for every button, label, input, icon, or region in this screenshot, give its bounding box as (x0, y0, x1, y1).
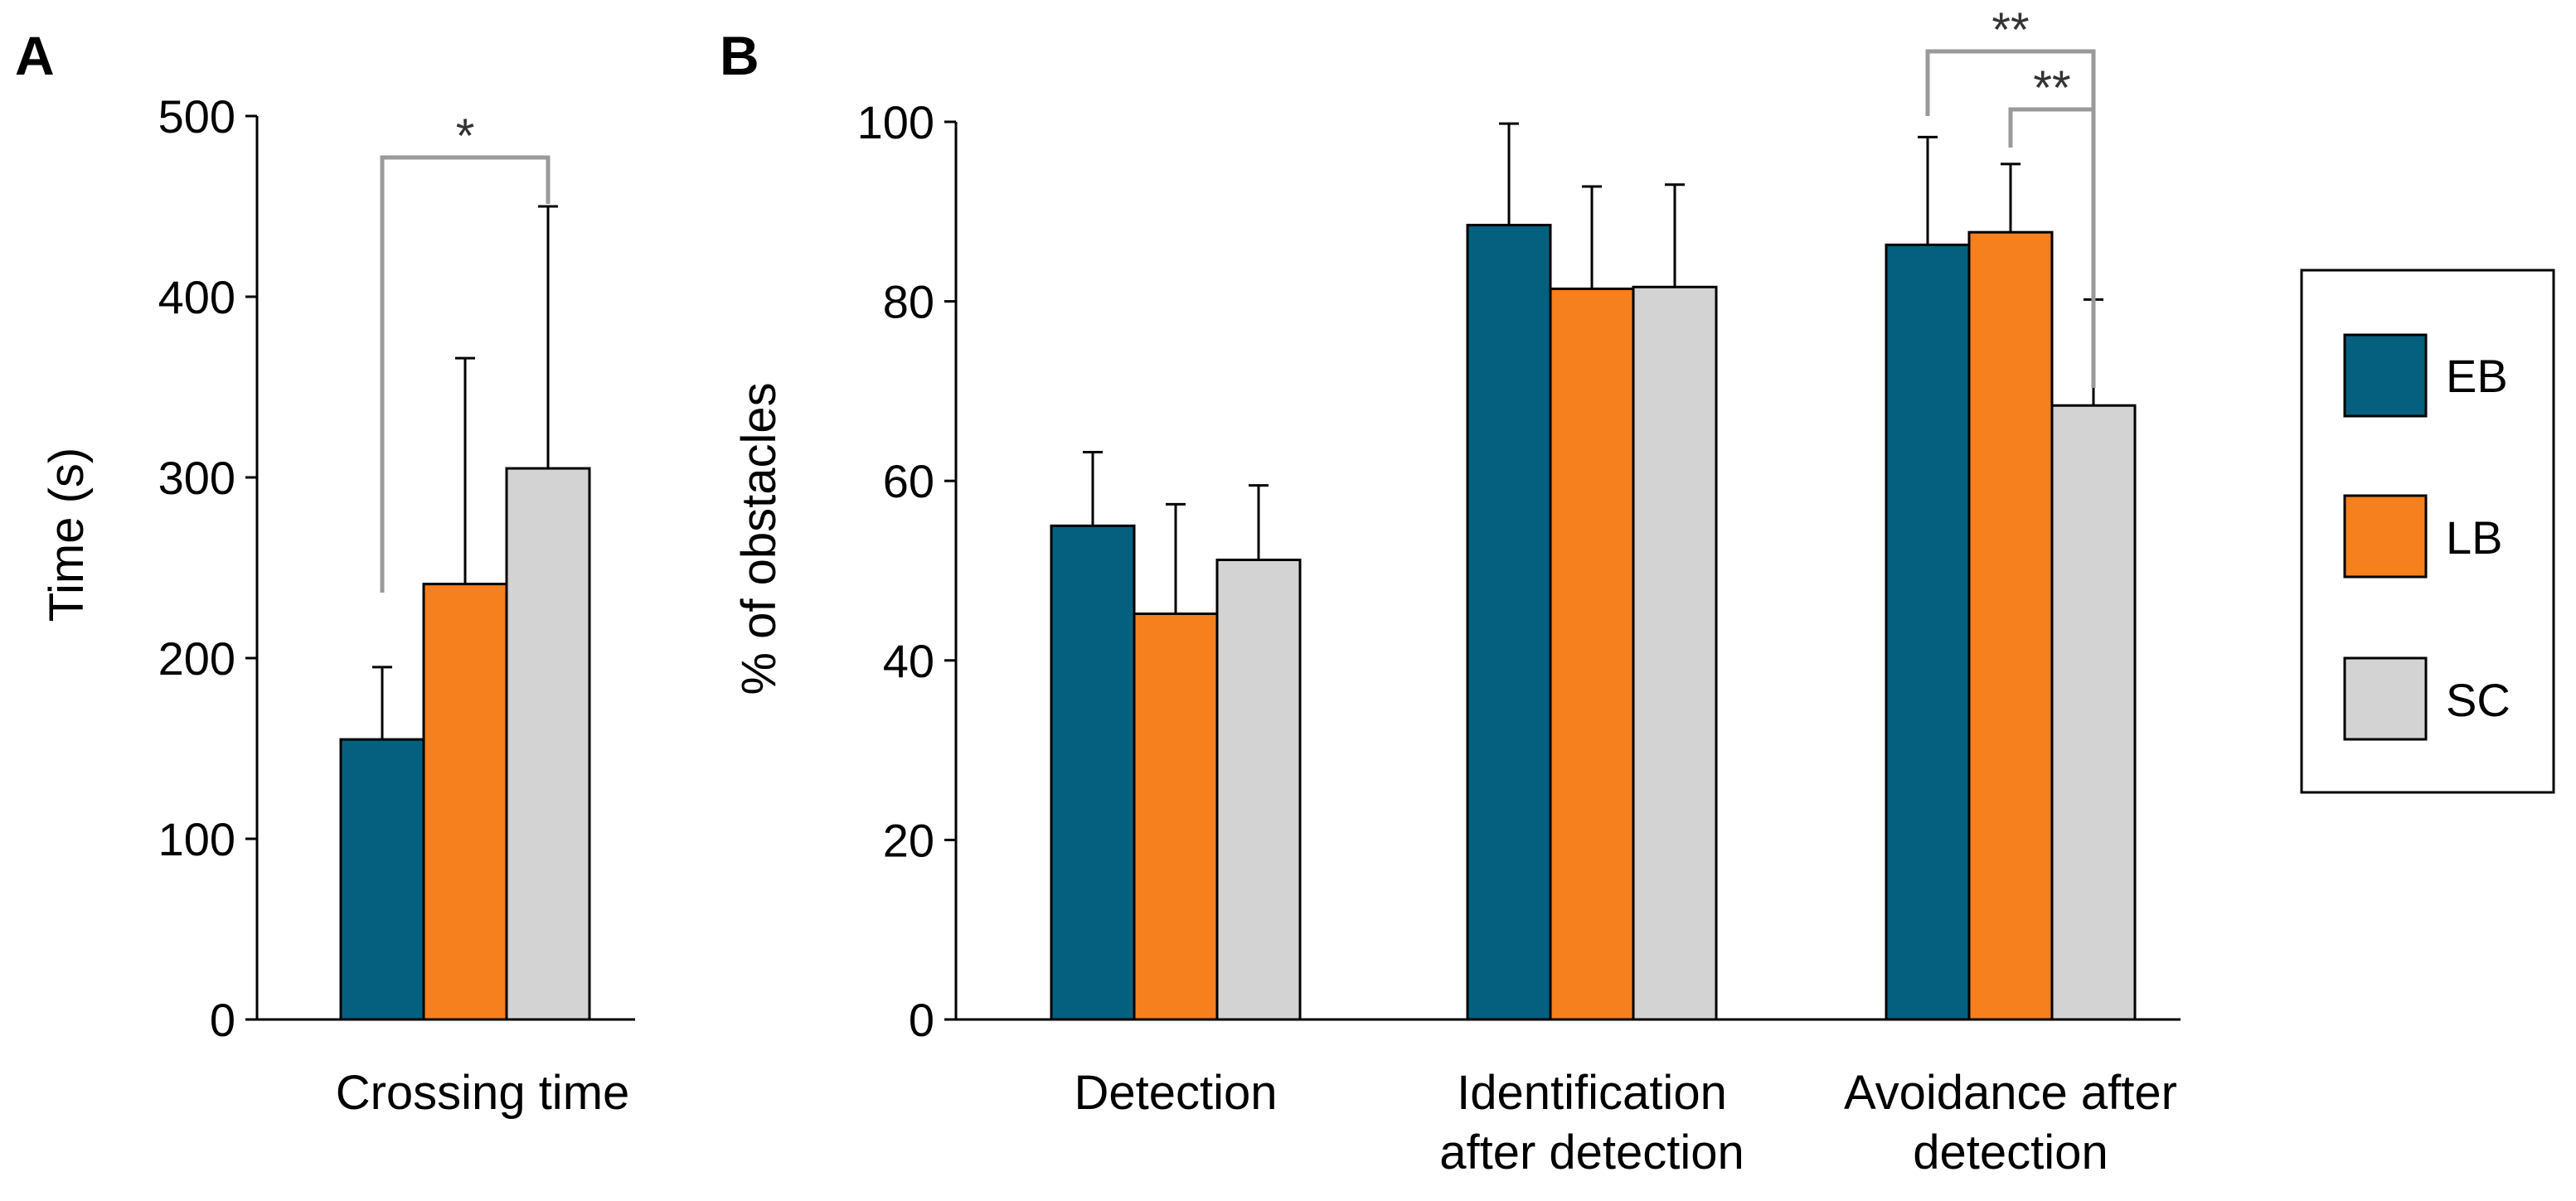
panel-b-bar-sc-2 (2050, 404, 2137, 1021)
panel-b: B % of obstacles 0 20 40 60 80 100 Detection I… (720, 3, 2181, 1179)
panel-a-y-tick-label-200: 200 (158, 632, 235, 685)
panel-b-bar-sc-0 (1215, 559, 1302, 1021)
panel-a-significance: * (380, 109, 551, 593)
panel-b-y-tick-label-100: 100 (857, 96, 934, 148)
panel-a-significance-label-0: * (456, 109, 475, 163)
legend-box (2300, 269, 2555, 794)
panel-a-bar-lb-0 (422, 583, 508, 1021)
panel-b-letter: B (720, 25, 759, 86)
panel-a-y-axis: 0 100 200 300 400 500 (158, 90, 635, 1046)
panel-a-y-tick-label-0: 0 (210, 994, 235, 1046)
panel-b-significance-label-0: ** (1991, 3, 2029, 57)
panel-b-category-label-2-line-0: Avoidance after (1844, 1066, 2177, 1120)
legend-label-lb: LB (2446, 511, 2503, 564)
panel-b-category-label-1-line-1: after detection (1439, 1126, 1744, 1179)
panel-b-bar-eb-1 (1466, 224, 1552, 1021)
panel-a-significance-bracket-0 (380, 155, 551, 593)
legend-swatch-eb (2343, 333, 2428, 418)
panel-a-y-axis-title: Time (s) (40, 448, 94, 622)
panel-b-y-tick-label-80: 80 (883, 276, 934, 328)
panel-a-y-tick-label-400: 400 (158, 271, 235, 323)
legend-label-sc: SC (2446, 674, 2511, 726)
panel-b-bar-eb-0 (1050, 524, 1136, 1021)
panel-b-significance: **** (1925, 3, 2096, 388)
panel-b-significance-label-1: ** (2033, 61, 2070, 115)
panel-a-bar-eb-0 (339, 738, 425, 1021)
panel-a-error-bars (372, 205, 558, 740)
panel-a-y-tick-label-500: 500 (158, 90, 235, 143)
panel-b-y-tick-label-20: 20 (883, 814, 934, 866)
panel-b-bar-eb-2 (1885, 243, 1971, 1021)
legend-swatch-sc (2343, 656, 2428, 741)
legend-swatch-lb (2343, 494, 2428, 579)
panel-b-category-label-2-line-1: detection (1913, 1126, 2108, 1179)
panel-b-y-tick-label-60: 60 (883, 455, 934, 507)
panel-b-y-tick-label-0: 0 (909, 994, 934, 1046)
panel-b-y-tick-label-40: 40 (883, 635, 934, 687)
legend-label-eb: EB (2446, 350, 2508, 402)
panel-b-bar-lb-1 (1549, 287, 1635, 1021)
panel-b-bars (1050, 224, 2137, 1021)
panel-b-bar-lb-0 (1133, 612, 1219, 1021)
panel-b-y-axis-title: % of obstacles (732, 382, 786, 695)
panel-b-y-axis: 0 20 40 60 80 100 (857, 96, 2181, 1046)
panel-a-bar-sc-0 (505, 467, 591, 1021)
panel-a-category-label: Crossing time (336, 1066, 630, 1120)
panel-a-y-tick-label-100: 100 (158, 813, 235, 865)
panel-a: A Time (s) Crossing time 0 100 200 300 400 50… (15, 25, 635, 1120)
legend: EB LB SC (2300, 269, 2555, 794)
panel-b-category-label-0-line-0: Detection (1074, 1066, 1277, 1120)
panel-b-bar-sc-1 (1632, 285, 1718, 1021)
panel-b-category-labels: Detection Identification after detection Av… (1074, 1066, 2177, 1179)
panel-b-category-label-1-line-0: Identification (1457, 1066, 1727, 1120)
panel-a-letter: A (15, 25, 55, 86)
panel-b-bar-lb-2 (1967, 230, 2054, 1021)
panel-b-significance-bracket-1 (2008, 107, 2096, 388)
panel-a-y-tick-label-300: 300 (158, 452, 235, 504)
